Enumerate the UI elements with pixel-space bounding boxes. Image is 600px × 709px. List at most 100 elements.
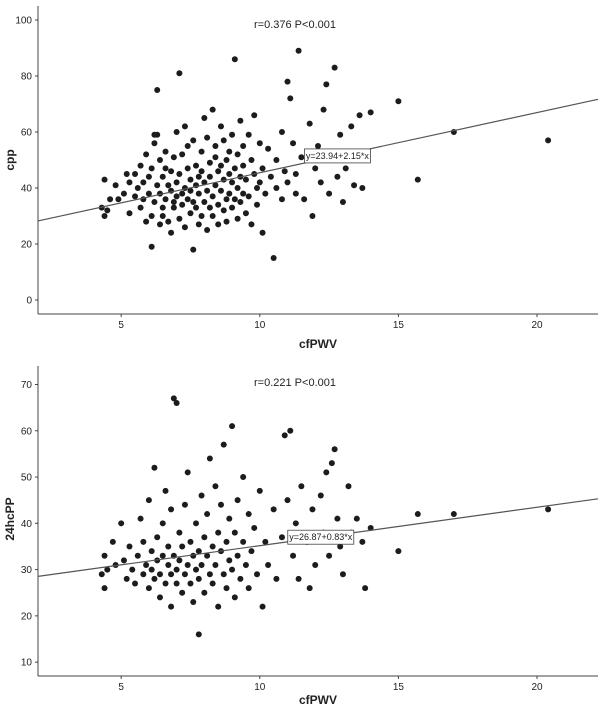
data-point	[259, 229, 266, 236]
data-point	[112, 182, 119, 189]
data-point	[226, 190, 233, 197]
data-point	[156, 571, 163, 578]
regression-label-box	[304, 148, 371, 164]
data-point	[359, 185, 366, 191]
data-point	[223, 585, 230, 592]
data-point	[231, 594, 238, 601]
data-point	[151, 575, 158, 582]
data-point	[193, 204, 200, 211]
data-point	[545, 506, 552, 513]
data-point	[229, 566, 236, 573]
data-point	[212, 483, 219, 490]
data-point	[159, 173, 166, 180]
data-point	[159, 213, 166, 219]
data-point	[173, 129, 180, 135]
data-point	[292, 520, 299, 527]
y-tick-label: 50	[21, 473, 33, 484]
data-point	[262, 190, 269, 197]
data-point	[223, 538, 230, 545]
data-point	[323, 469, 330, 476]
data-point	[240, 143, 247, 149]
data-point	[195, 548, 202, 555]
data-point	[220, 207, 227, 214]
y-axis-title: cpp	[3, 149, 17, 170]
data-point	[217, 501, 224, 508]
data-point	[337, 543, 344, 550]
data-point	[126, 543, 133, 550]
data-point	[170, 395, 177, 402]
y-tick-label: 40	[21, 519, 33, 530]
data-point	[120, 190, 127, 197]
data-point	[245, 131, 252, 138]
data-point	[281, 432, 288, 439]
data-point	[184, 143, 191, 149]
data-point	[145, 190, 152, 197]
data-point	[148, 566, 155, 573]
x-tick-label: 5	[118, 682, 124, 693]
data-point	[326, 552, 333, 559]
data-point	[298, 154, 305, 161]
data-point	[162, 196, 169, 203]
data-point	[154, 131, 161, 138]
data-point	[323, 81, 330, 88]
regression-equation: y=26.87+0.83*x	[289, 532, 353, 542]
data-point	[190, 137, 197, 144]
data-point	[248, 221, 255, 228]
data-point	[179, 543, 186, 550]
data-point	[234, 215, 241, 222]
data-point	[278, 196, 285, 203]
data-point	[206, 173, 213, 180]
data-point	[254, 201, 261, 208]
data-point	[334, 515, 341, 522]
data-point	[226, 171, 233, 177]
data-point	[162, 580, 169, 587]
data-point	[132, 193, 139, 200]
data-point	[256, 179, 263, 186]
data-point	[181, 501, 188, 508]
data-point	[204, 552, 211, 559]
y-tick-label: 100	[15, 16, 32, 27]
data-point	[215, 529, 222, 536]
data-point	[143, 151, 150, 158]
data-point	[137, 204, 144, 211]
data-point	[204, 187, 211, 194]
data-point	[220, 571, 227, 578]
data-point	[270, 255, 277, 261]
data-point	[134, 185, 141, 191]
data-point	[295, 47, 302, 54]
data-point	[231, 56, 238, 63]
data-point	[212, 143, 219, 149]
data-point	[198, 561, 205, 568]
data-point	[168, 168, 175, 175]
data-point	[242, 561, 249, 568]
data-point	[245, 585, 252, 592]
data-point	[339, 199, 346, 205]
data-point	[265, 145, 272, 152]
x-axis-title: cfPWV	[299, 693, 337, 707]
data-point	[126, 179, 133, 186]
data-point	[234, 151, 241, 158]
data-point	[176, 529, 183, 536]
data-point	[198, 168, 205, 175]
data-point	[145, 173, 152, 180]
data-point	[115, 196, 122, 203]
y-tick-label: 10	[21, 658, 33, 669]
data-point	[351, 182, 358, 189]
data-point	[154, 87, 161, 93]
data-point	[267, 173, 274, 180]
x-tick-label: 20	[531, 682, 543, 693]
data-point	[120, 557, 127, 564]
data-point	[345, 483, 352, 490]
data-point	[206, 159, 213, 166]
y-tick-label: 70	[21, 380, 33, 391]
data-point	[278, 534, 285, 541]
data-point	[187, 176, 194, 183]
data-point	[187, 580, 194, 587]
data-point	[215, 603, 222, 610]
data-point	[237, 575, 244, 582]
data-point	[195, 173, 202, 180]
data-point	[265, 561, 272, 568]
data-point	[278, 129, 285, 135]
data-point	[259, 603, 266, 610]
